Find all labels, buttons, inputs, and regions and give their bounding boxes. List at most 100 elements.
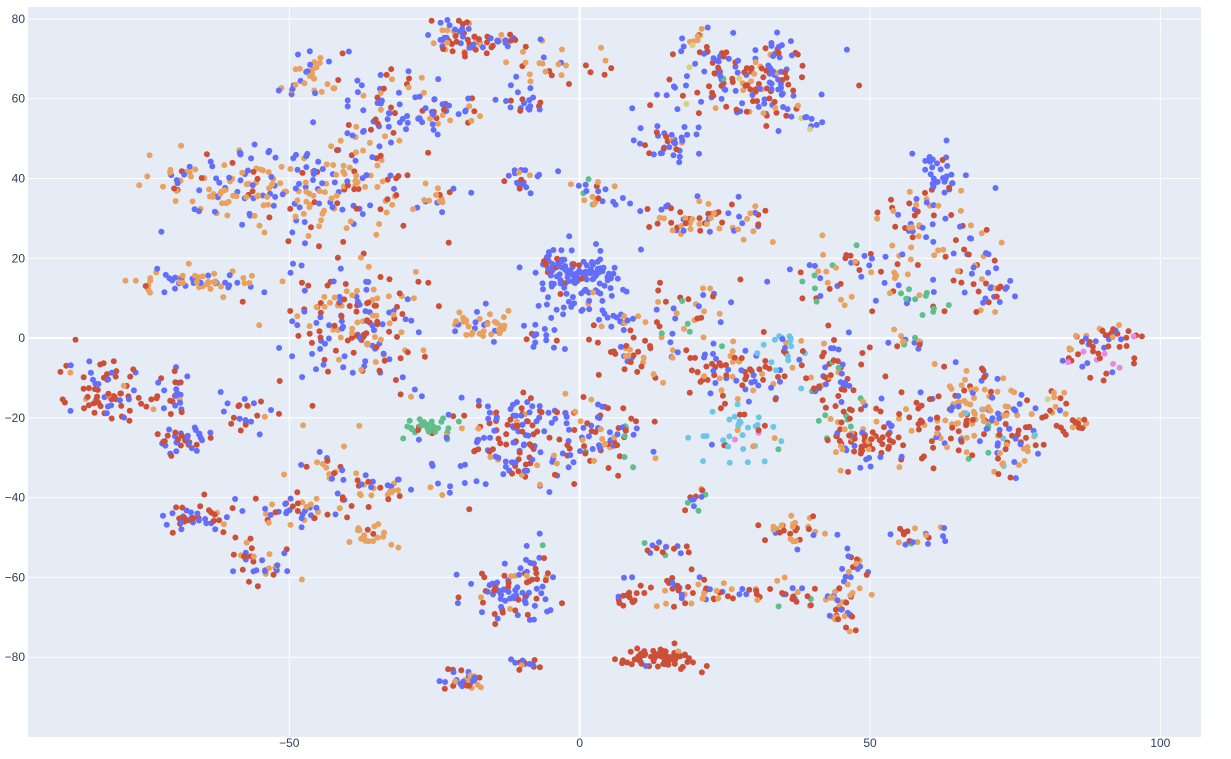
scatter-point-blue [1109,369,1116,376]
scatter-point-cyan [778,438,785,445]
scatter-point-orange [349,325,356,332]
scatter-point-orange [422,180,429,187]
scatter-point-red [346,303,353,309]
scatter-point-blue [525,432,532,439]
scatter-point-blue [174,180,181,187]
scatter-point-orange [931,361,938,367]
scatter-point-blue [303,164,310,171]
scatter-point-red [1081,416,1088,423]
scatter-point-red [520,389,527,396]
scatter-point-blue [207,429,214,436]
scatter-point-blue [987,285,994,292]
scatter-point-blue [937,166,944,173]
scatter-point-orange [365,263,372,270]
scatter-point-red [249,188,256,195]
scatter-point-orange [264,193,271,200]
scatter-point-blue [838,399,845,405]
scatter-point-orange [256,322,263,329]
scatter-point-blue [377,72,384,78]
scatter-point-orange [523,572,530,579]
scatter-point-orange [305,233,312,239]
scatter-point-orange [841,302,848,309]
scatter-point-red [348,152,355,159]
scatter-point-red [969,452,976,459]
scatter-point-orange [211,270,218,277]
scatter-point-blue [196,208,202,215]
scatter-point-blue [594,414,601,421]
scatter-point-red [386,328,393,335]
scatter-point-orange [735,226,742,233]
scatter-point-blue [352,157,359,164]
scatter-point-green [428,418,435,425]
scatter-point-orange [221,162,228,169]
scatter-point-blue [819,119,826,126]
scatter-point-blue [679,137,686,144]
scatter-point-red [1105,343,1112,350]
scatter-point-red [391,110,398,117]
scatter-point-blue [568,247,575,254]
scatter-point-orange [689,216,696,223]
scatter-point-orange [971,411,978,417]
scatter-point-red [335,77,342,83]
scatter-point-blue [545,249,552,256]
scatter-point-blue [399,374,406,381]
scatter-point-blue [888,423,895,430]
scatter-point-cyan [745,424,751,431]
scatter-point-red [659,549,666,556]
scatter-point-orange [698,25,705,32]
scatter-point-red [886,437,893,444]
scatter-point-blue [548,314,555,321]
scatter-point-orange [328,195,335,202]
scatter-point-red [582,450,589,457]
scatter-point-red [614,442,621,449]
scatter-point-blue [356,301,363,308]
scatter-point-blue [698,493,705,500]
scatter-point-orange [395,544,402,551]
scatter-point-red [529,422,536,429]
scatter-point-red [798,362,805,369]
scatter-point-red [941,363,948,370]
scatter-point-blue [468,189,475,196]
scatter-point-orange [224,212,231,219]
scatter-point-blue [955,393,962,399]
scatter-point-orange [1028,411,1035,418]
scatter-point-blue [887,531,894,538]
scatter-point-red [859,350,866,356]
scatter-point-orange [1016,462,1022,468]
scatter-point-blue [226,174,233,181]
scatter-point-orange [374,534,381,541]
scatter-point-blue [354,89,361,96]
scatter-point-red [524,418,531,425]
scatter-point-blue [455,111,462,118]
scatter-point-orange [323,161,330,168]
scatter-point-blue [306,48,313,55]
scatter-point-orange [958,187,965,194]
scatter-point-orange [1061,389,1068,396]
scatter-point-blue [701,50,707,57]
scatter-point-blue [465,95,472,102]
scatter-point-red [916,341,923,348]
scatter-point-cyan [739,432,746,439]
scatter-point-red [127,373,134,380]
scatter-point-blue [485,415,492,422]
scatter-point-red [646,224,653,230]
scatter-point-red [689,590,696,596]
scatter-point-red [499,609,506,616]
scatter-point-blue [329,204,336,211]
scatter-point-orange [886,290,893,297]
scatter-point-blue [571,300,578,307]
scatter-point-orange [789,523,796,530]
scatter-point-red [118,402,125,409]
scatter-point-red [634,645,641,652]
scatter-point-orange [821,340,827,347]
scatter-point-orange [324,81,331,88]
scatter-point-blue [539,280,546,287]
scatter-point-red [950,277,957,284]
scatter-point-cyan [770,423,777,430]
scatter-point-blue [962,172,969,179]
scatter-point-red [914,262,921,268]
scatter-point-blue [261,289,268,296]
scatter-point-red [404,172,411,179]
scatter-point-blue [589,446,596,452]
scatter-point-blue [929,164,936,171]
